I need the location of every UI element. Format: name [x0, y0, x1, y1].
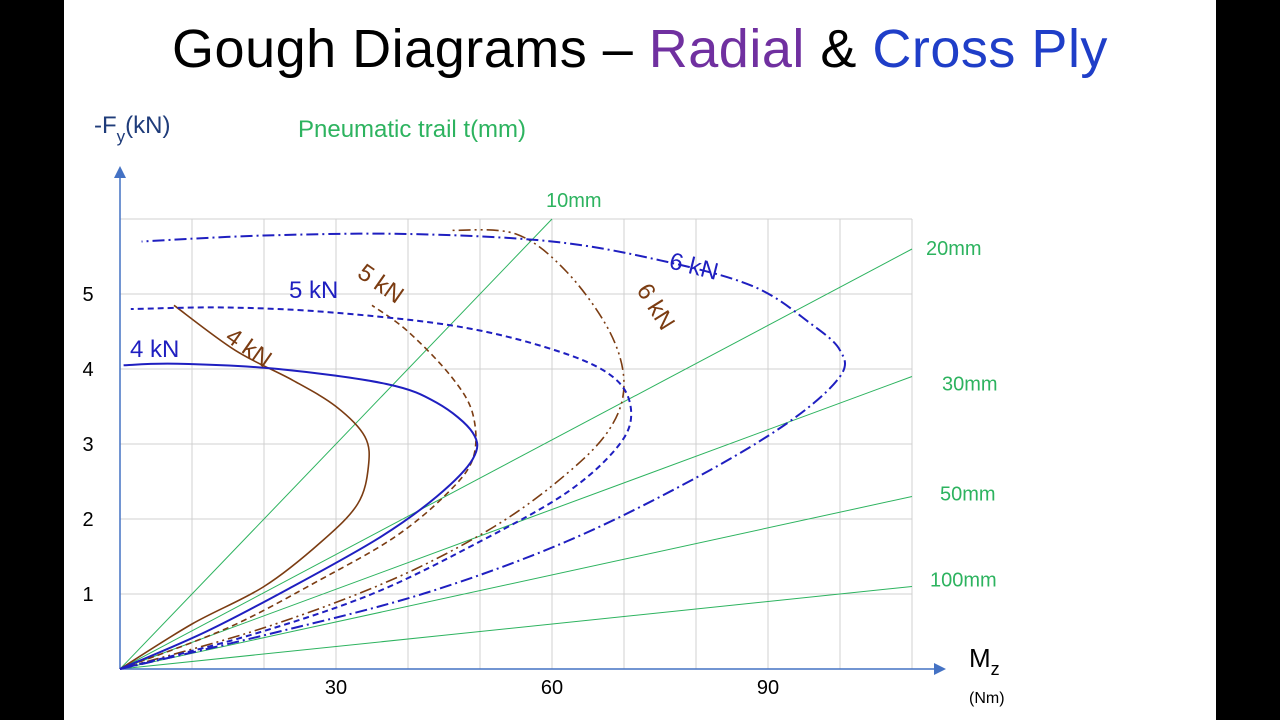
y-tick-label: 2 [82, 509, 93, 531]
grid [120, 218, 913, 669]
series [119, 229, 846, 670]
gough-chart: 10mm 20mm 30mm 50mm 100mm -Fy(kN) Mz (Nm) Pn… [82, 112, 1005, 707]
cross-5kn-label: 5 kN [289, 277, 338, 304]
trail-line-label: 20mm [926, 238, 982, 260]
trail-line-label: 10mm [546, 190, 602, 212]
trail-lines: 10mm 20mm 30mm 50mm 100mm [119, 190, 998, 670]
trail-line [119, 248, 913, 670]
x-axis-unit: (Nm) [969, 690, 1005, 707]
x-tick-label: 60 [541, 677, 563, 699]
trail-line-label: 100mm [930, 570, 997, 592]
page-title: Gough Diagrams – Radial & Cross Ply [64, 18, 1216, 80]
ticks: 30 60 90 1 2 3 4 5 [82, 284, 779, 699]
x-axis-label: Mz [969, 643, 1000, 679]
x-tick-label: 30 [325, 677, 347, 699]
axes [114, 166, 946, 675]
y-axis-arrow [114, 166, 126, 178]
cross-4kn-label: 4 kN [130, 336, 179, 363]
title-part-3: & [804, 19, 873, 79]
cross-6kn-label: 6 kN [667, 248, 721, 286]
title-cross-ply: Cross Ply [872, 19, 1108, 79]
radial-5kn-label: 5 kN [353, 259, 409, 309]
slide: Gough Diagrams – Radial & Cross Ply 10mm… [64, 0, 1216, 720]
series-line-radial [119, 229, 625, 670]
series-line-radial [119, 304, 371, 670]
trail-title: Pneumatic trail t(mm) [298, 116, 526, 143]
y-tick-label: 5 [82, 284, 93, 306]
x-axis-arrow [934, 663, 946, 675]
title-radial: Radial [648, 19, 805, 79]
axis-titles: -Fy(kN) Mz (Nm) Pneumatic trail t(mm) [94, 112, 1005, 707]
curve-labels: 4 kN 5 kN 6 kN 4 kN 5 kN 6 kN [130, 248, 721, 374]
series-line-radial [119, 304, 477, 670]
y-tick-label: 3 [82, 434, 93, 456]
trail-line-label: 30mm [942, 374, 998, 396]
y-tick-label: 1 [82, 584, 93, 606]
radial-6kn-label: 6 kN [631, 279, 680, 335]
title-part-1: Gough Diagrams – [172, 19, 649, 79]
trail-line-label: 50mm [940, 484, 996, 506]
y-axis-label: -Fy(kN) [94, 112, 170, 146]
y-tick-label: 4 [82, 359, 93, 381]
trail-line [119, 586, 913, 670]
series-line-cross [119, 232, 846, 670]
x-tick-label: 90 [757, 677, 779, 699]
trail-line [119, 218, 553, 670]
trail-line [119, 496, 913, 670]
series-line-cross [119, 306, 633, 670]
series-line-cross [119, 362, 479, 670]
